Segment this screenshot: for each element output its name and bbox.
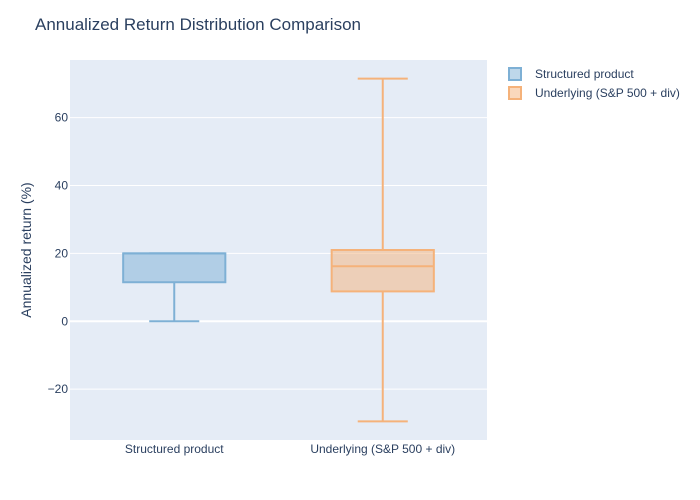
y-tick-label: 40 [55,179,69,193]
chart-title: Annualized Return Distribution Compariso… [35,15,361,34]
y-tick-label: 60 [55,111,69,125]
legend-label: Structured product [535,67,634,81]
legend-item[interactable]: Underlying (S&P 500 + div) [508,86,680,100]
legend-swatch [508,67,522,81]
x-tick-label: Underlying (S&P 500 + div) [310,442,455,456]
legend-item[interactable]: Structured product [508,67,634,81]
box-2[interactable] [330,77,435,423]
iqr-box [122,252,227,284]
legend[interactable]: Structured product Underlying (S&P 500 + … [508,67,680,100]
box-1[interactable] [122,252,227,323]
legend-label: Underlying (S&P 500 + div) [535,86,680,100]
x-tick-label: Structured product [125,442,224,456]
y-tick-label: 0 [61,314,68,328]
x-axis-ticks: Structured product Underlying (S&P 500 + … [125,442,455,456]
box-series [122,77,435,423]
iqr-box [330,249,435,293]
y-tick-label: −20 [48,382,69,396]
y-axis-ticks: −20 0 20 40 60 [48,111,69,396]
legend-swatch [508,86,522,100]
y-tick-label: 20 [55,246,69,260]
y-axis-title: Annualized return (%) [18,182,34,317]
